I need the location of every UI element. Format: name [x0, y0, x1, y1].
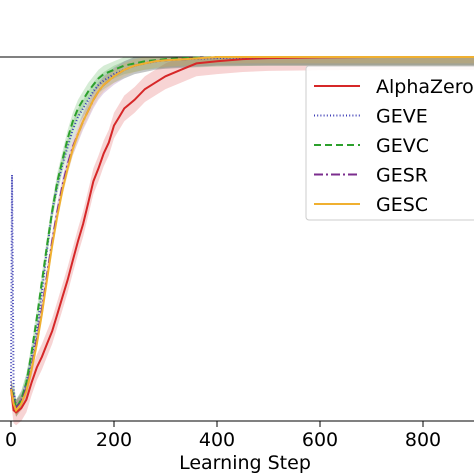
legend: AlphaZero GEVE GEVC GESR GESC: [305, 65, 474, 221]
series-lines: [10, 56, 474, 414]
series-line-alphazero: [10, 56, 474, 414]
x-tick-label-0: 0: [5, 429, 17, 451]
series-line-gesc: [10, 56, 474, 413]
x-tick-label-200: 200: [96, 429, 132, 451]
x-tick-label-600: 600: [302, 429, 338, 451]
x-axis-label: Learning Step: [179, 452, 311, 474]
x-tick-label-800: 800: [405, 429, 441, 451]
x-tick-label-400: 400: [199, 429, 235, 451]
legend-box: [305, 65, 474, 221]
legend-label-geve: GEVE: [376, 106, 428, 128]
legend-items: AlphaZero GEVE GEVC GESR GESC: [314, 76, 474, 216]
legend-label-gesr: GESR: [376, 165, 428, 187]
x-axis-ticks: 0 200 400 600 800: [5, 421, 441, 451]
legend-label-gevc: GEVC: [376, 135, 429, 157]
legend-label-gesc: GESC: [376, 194, 428, 216]
legend-label-alphazero: AlphaZero: [376, 76, 474, 98]
